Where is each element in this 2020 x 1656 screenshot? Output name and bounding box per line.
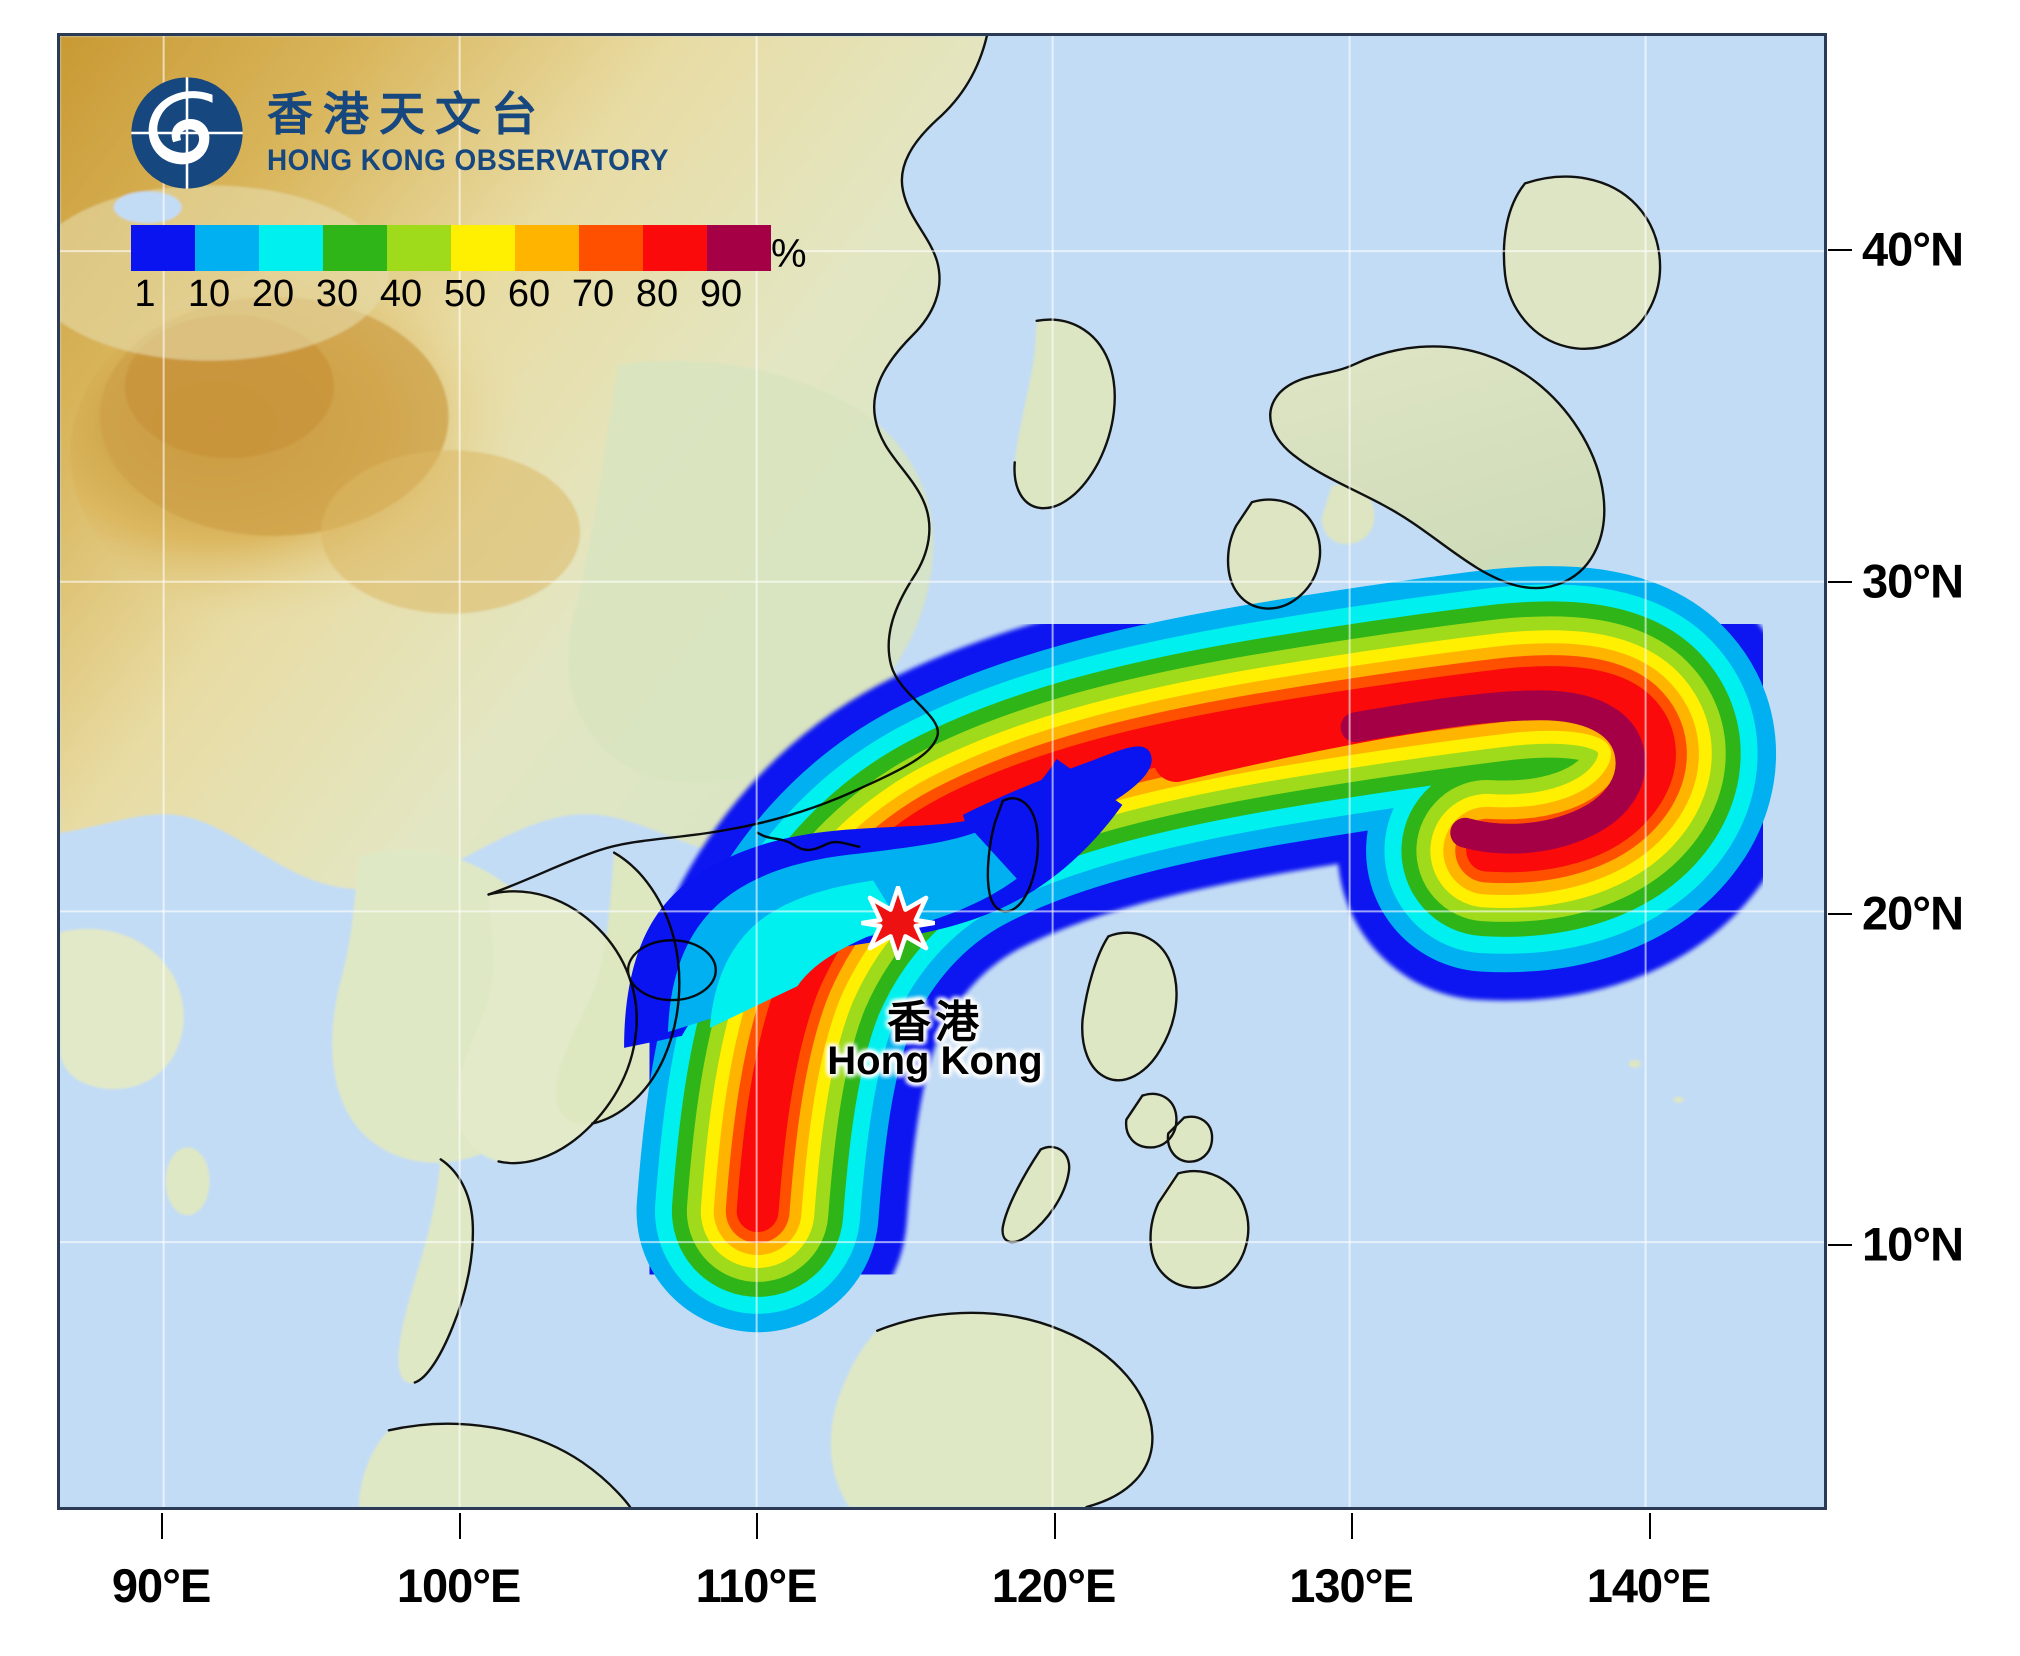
malay-peninsula [398,1159,473,1384]
strike-probability-core [1153,673,1673,873]
hko-logo-text: 香港天文台 HONG KONG OBSERVATORY [267,91,699,176]
land-masses [60,36,1684,1507]
longitude-tick-140°E [1648,1513,1651,1539]
legend-swatch-80 [643,225,707,271]
longitude-tick-90°E [161,1513,164,1539]
latitude-label-30°N: 30°N [1862,554,1964,608]
latitude-tick-10°N [1828,1244,1852,1247]
philippines-mindanao [1150,1171,1249,1288]
map-frame[interactable]: 香港 Hong Kong [57,33,1827,1510]
latitude-label-20°N: 20°N [1862,886,1964,940]
hong-kong-label-english: Hong Kong [827,1039,1043,1083]
legend-swatch-50 [451,225,515,271]
legend-tick-40: 40 [379,273,423,315]
lake-poyang [941,541,973,562]
longitude-label-100°E: 100°E [396,1559,522,1612]
hko-name-english: HONG KONG OBSERVATORY [267,143,669,177]
philippines-samar [1167,1116,1213,1162]
probability-legend: 1 10 20 30 40 50 60 70 80 90 [131,225,771,325]
legend-unit-label: % [771,232,807,276]
legend-tick-70: 70 [571,273,615,315]
hong-kong-star-icon[interactable] [861,886,935,960]
east-china-plain [567,361,934,784]
core-90 [1340,690,1646,854]
legend-tick-20: 20 [251,273,295,315]
longitude-tick-130°E [1351,1513,1354,1539]
latitude-label-40°N: 40°N [1862,222,1964,276]
graticule [60,36,1824,1507]
legend-swatch-90 [707,225,771,271]
hko-name-chinese: 香港天文台 [267,86,547,141]
longitude-tick-120°E [1053,1513,1056,1539]
hong-kong-label-chinese: 香港 [887,997,983,1048]
lobe-spur-taiwan [962,746,1152,863]
japan-honshu [1270,346,1605,588]
map-canvas [60,36,1824,1507]
hko-logo-icon [131,77,243,189]
coastlines [387,36,1662,1507]
japan-shikoku [1321,484,1375,545]
philippines-visayas [1126,1093,1177,1148]
legend-swatch-10 [195,225,259,271]
legend-colorbar [131,225,771,271]
longitude-label-140°E: 140°E [1586,1559,1712,1612]
latitude-tick-20°N [1828,912,1852,915]
legend-swatch-1 [131,225,195,271]
longitude-tick-110°E [756,1513,759,1539]
japan-hokkaido [1503,176,1661,349]
sumatra [358,1423,631,1507]
sri-lanka [165,1147,210,1216]
legend-tick-80: 80 [635,273,679,315]
latitude-tick-30°N [1828,580,1852,583]
longitude-label-110°E: 110°E [695,1559,818,1612]
legend-tick-1: 1 [134,273,156,315]
longitude-label-90°E: 90°E [111,1559,211,1612]
lake-balkhash [113,191,182,224]
longitude-label-120°E: 120°E [991,1559,1117,1612]
legend-swatch-70 [579,225,643,271]
legend-tick-labels: 1 10 20 30 40 50 60 70 80 90 [131,271,771,325]
legend-swatch-30 [323,225,387,271]
latitude-tick-40°N [1828,248,1852,251]
longitude-tick-100°E [458,1513,461,1539]
legend-tick-10: 10 [187,273,231,315]
longitude-label-130°E: 130°E [1289,1559,1414,1612]
legend-tick-60: 60 [507,273,551,315]
legend-tick-90: 90 [699,273,743,315]
korea [1014,319,1115,509]
philippines-luzon [1082,932,1177,1081]
legend-swatch-60 [515,225,579,271]
borneo [830,1312,1153,1507]
india-southeast [60,928,184,1090]
legend-tick-30: 30 [315,273,359,315]
legend-swatch-40 [387,225,451,271]
hko-logo[interactable]: 香港天文台 HONG KONG OBSERVATORY [129,75,699,191]
yunnan-highlands [321,450,581,614]
legend-swatch-20 [259,225,323,271]
legend-tick-50: 50 [443,273,487,315]
latitude-label-10°N: 10°N [1862,1217,1964,1271]
